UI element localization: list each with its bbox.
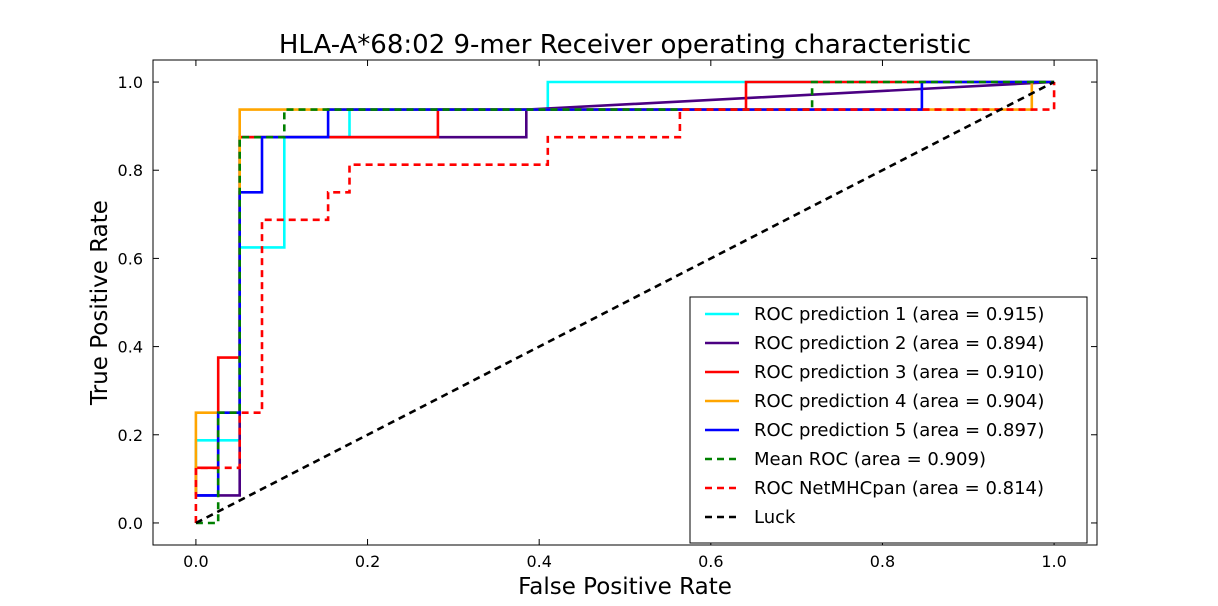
series-line-luck xyxy=(195,80,1055,525)
series-line-roc-netmhcpan-area-0-814 xyxy=(194,82,1056,523)
y-tick-label: 0.8 xyxy=(118,161,143,180)
y-tick-label: 1.0 xyxy=(118,73,143,92)
series-line-roc-prediction-5-area-0-897 xyxy=(195,80,1055,497)
y-tick-label: 0.6 xyxy=(118,249,143,268)
x-tick-label: 0.0 xyxy=(183,552,208,571)
y-tick-label: 0.2 xyxy=(118,426,143,445)
x-tick-label: 0.8 xyxy=(870,552,895,571)
legend-label: ROC prediction 4 (area = 0.904) xyxy=(754,391,1044,412)
chart-title: HLA-A*68:02 9-mer Receiver operating cha… xyxy=(279,30,971,60)
ticks-layer: 0.0 0.2 0.4 0.6 0.8 1.0 0.0 0.2 0.4 0.6 0.8 1.0 xyxy=(118,60,1097,571)
legend-label: Mean ROC (area = 0.909) xyxy=(754,449,986,470)
legend-label: ROC prediction 1 (area = 0.915) xyxy=(754,304,1044,325)
x-tick-label: 0.4 xyxy=(526,552,551,571)
y-tick-label: 0.4 xyxy=(118,338,143,357)
x-axis-label: False Positive Rate xyxy=(518,574,732,600)
y-axis-label: True Positive Rate xyxy=(87,200,113,406)
legend-label: ROC NetMHCpan (area = 0.814) xyxy=(754,478,1044,499)
x-tick-label: 0.6 xyxy=(698,552,723,571)
plot-frame xyxy=(152,59,1098,546)
x-tick-label: 0.2 xyxy=(355,552,380,571)
legend-label: ROC prediction 5 (area = 0.897) xyxy=(754,420,1044,441)
legend-box xyxy=(689,296,1088,544)
legend-label: ROC prediction 3 (area = 0.910) xyxy=(754,362,1044,383)
y-tick-label: 0.0 xyxy=(118,514,143,533)
legend-label: Luck xyxy=(754,507,796,528)
series-layer xyxy=(194,80,1056,525)
x-tick-label: 1.0 xyxy=(1041,552,1066,571)
legend-label: ROC prediction 2 (area = 0.894) xyxy=(754,333,1044,354)
legend: ROC prediction 1 (area = 0.915) ROC predi… xyxy=(689,296,1088,544)
